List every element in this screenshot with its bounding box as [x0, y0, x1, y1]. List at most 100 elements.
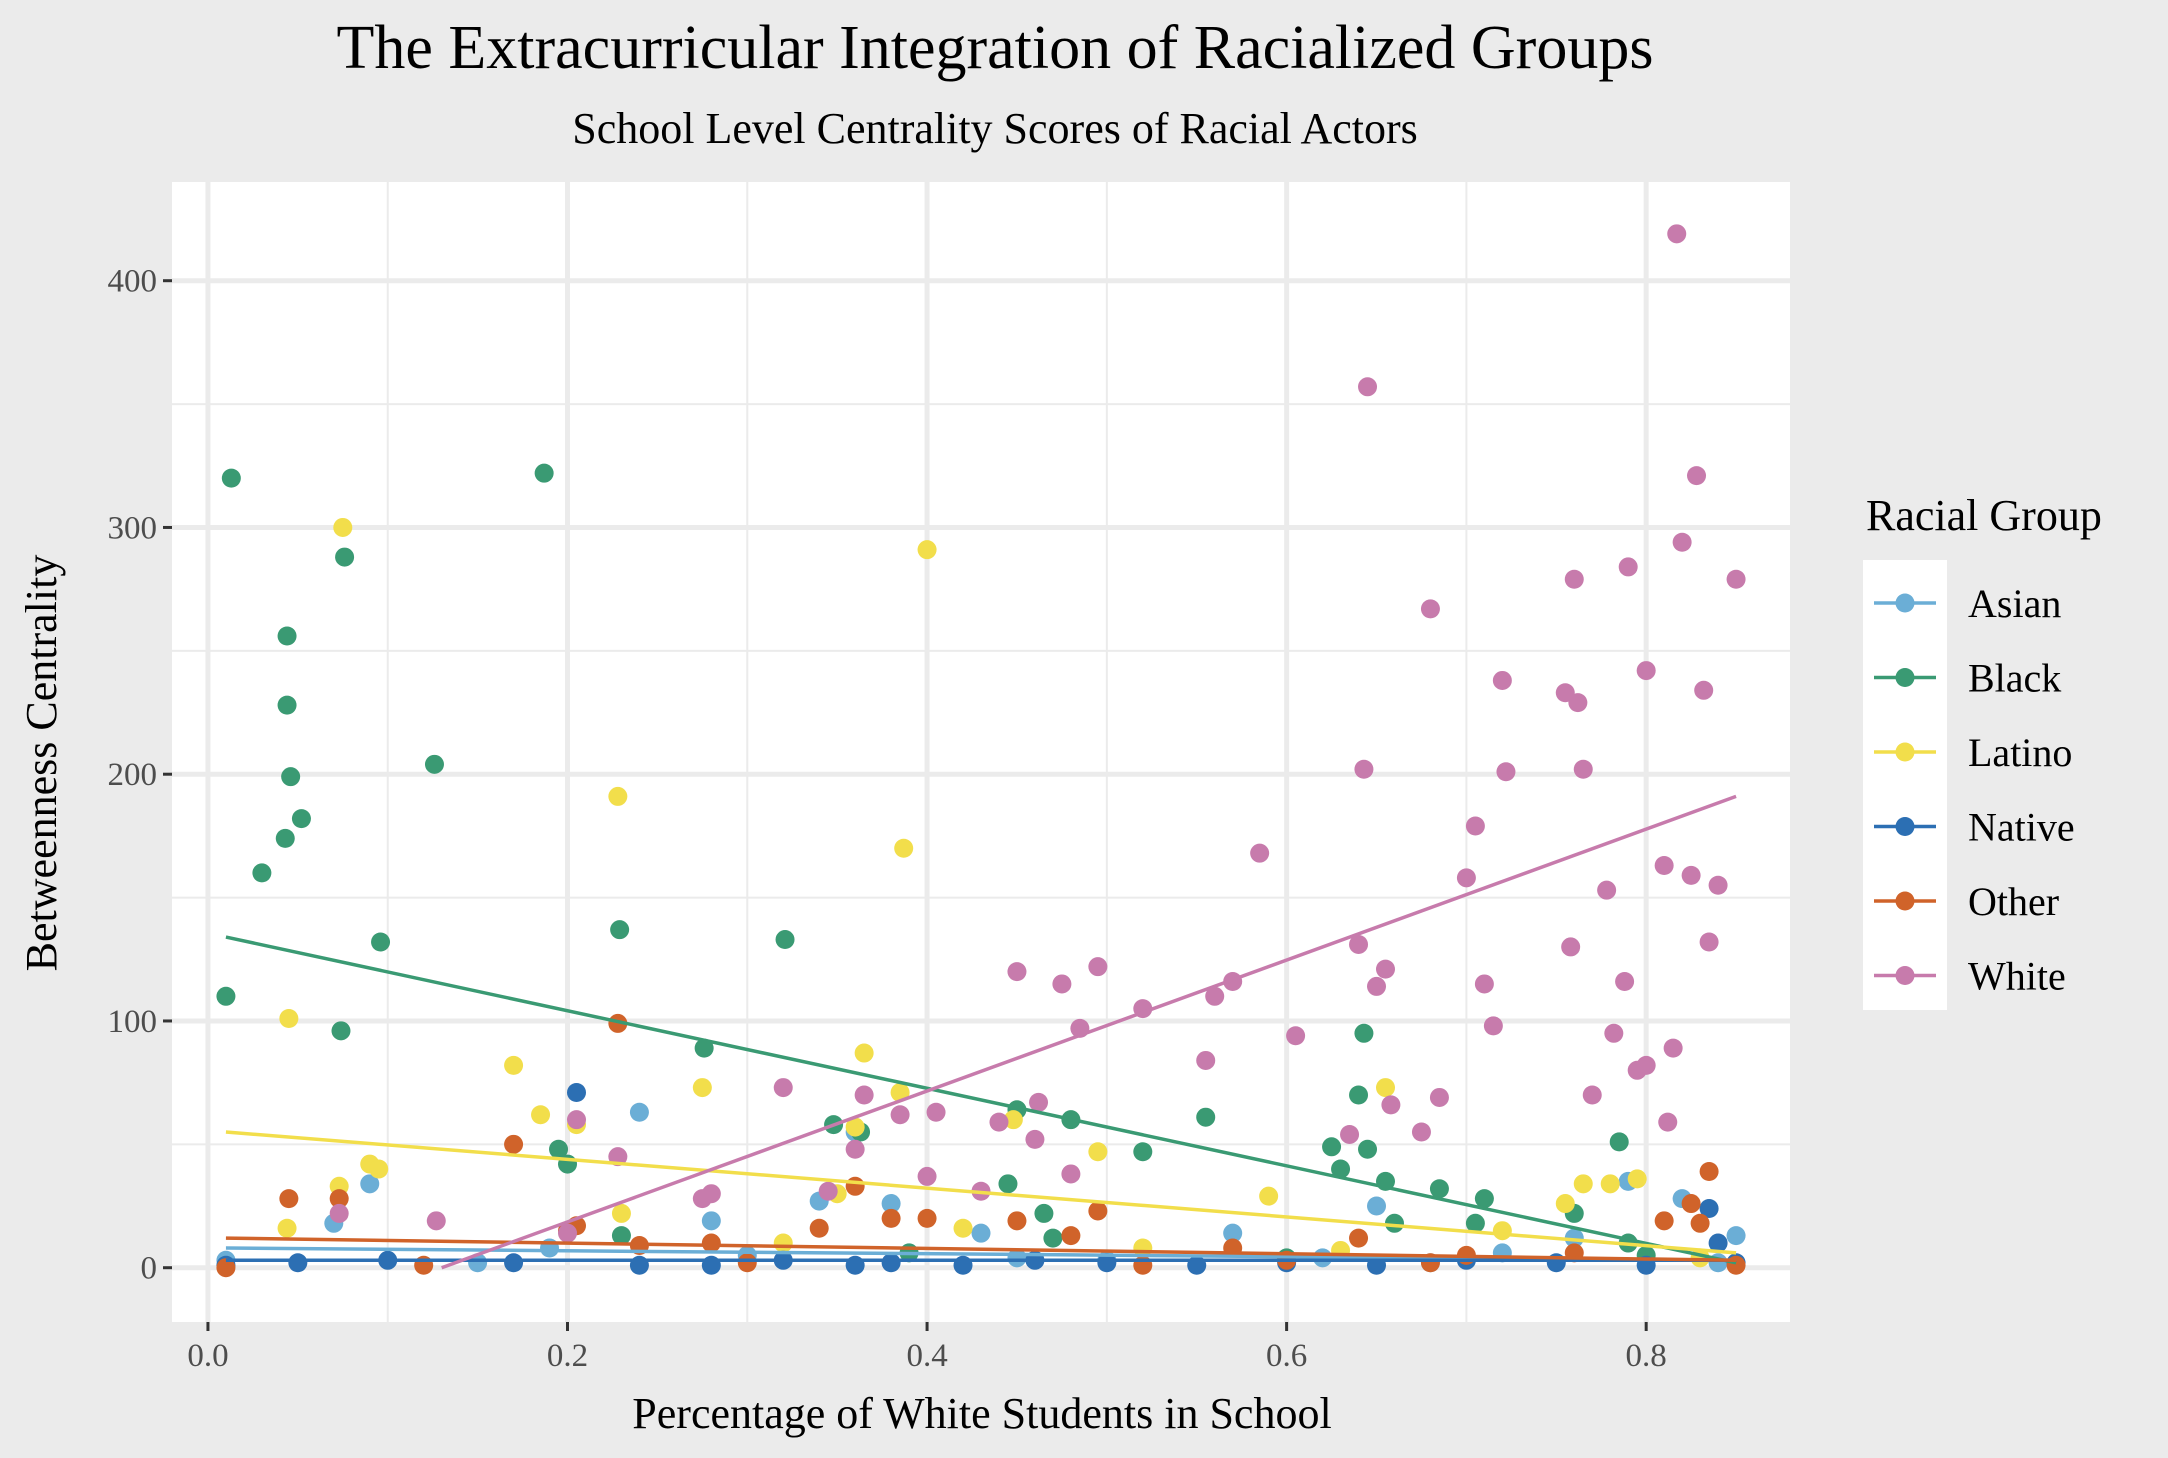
- data-point: [1474, 974, 1494, 994]
- data-point: [1250, 843, 1270, 863]
- data-point: [1561, 937, 1581, 957]
- legend-key-background: [1863, 560, 1947, 1010]
- data-point: [1358, 1139, 1378, 1159]
- data-point: [567, 1083, 586, 1103]
- data-point: [971, 1223, 991, 1243]
- data-point: [1564, 1228, 1584, 1248]
- data-point: [1088, 1201, 1108, 1221]
- data-point: [1474, 1189, 1494, 1209]
- data-point: [890, 1105, 910, 1125]
- legend-label: Latino: [1968, 730, 2072, 775]
- data-points: [216, 224, 1746, 1278]
- data-point: [1097, 1253, 1117, 1273]
- data-point: [1259, 1186, 1279, 1206]
- data-point: [1456, 868, 1476, 888]
- x-tick-label: 0.2: [547, 1338, 588, 1374]
- data-point: [424, 754, 444, 774]
- data-point: [1667, 224, 1687, 244]
- data-point: [221, 468, 241, 488]
- data-point: [369, 1159, 389, 1179]
- data-point: [773, 1233, 793, 1253]
- data-point: [281, 767, 301, 787]
- y-tick-label: 400: [108, 264, 158, 300]
- legend-key-point: [1895, 668, 1915, 687]
- legend-label: Black: [1968, 656, 2061, 701]
- data-point: [333, 517, 353, 537]
- trend-line-latino: [225, 1130, 1737, 1255]
- legend-key-point: [1895, 742, 1915, 762]
- data-point: [1564, 569, 1584, 589]
- data-point: [1672, 532, 1692, 552]
- data-point: [998, 1174, 1018, 1194]
- x-tick-label: 0.0: [187, 1338, 228, 1374]
- data-point: [558, 1223, 578, 1243]
- data-point: [701, 1184, 721, 1204]
- legend-label: White: [1968, 954, 2066, 999]
- plot-panel: [172, 182, 1790, 1322]
- legend-item-other: Other: [1874, 879, 2059, 924]
- data-point: [534, 463, 554, 483]
- grid-lines: [172, 182, 1790, 1322]
- data-point: [1376, 1078, 1395, 1098]
- data-point: [1636, 661, 1656, 681]
- data-point: [1340, 1124, 1360, 1144]
- data-point: [329, 1203, 349, 1223]
- data-point: [288, 1253, 308, 1273]
- data-point: [1349, 1228, 1369, 1248]
- data-point: [845, 1176, 865, 1196]
- data-point: [1354, 759, 1374, 779]
- data-point: [917, 540, 937, 560]
- data-point: [737, 1253, 757, 1273]
- data-point: [1492, 1221, 1512, 1241]
- legend-item-black: Black: [1874, 656, 2061, 701]
- data-point: [1003, 1110, 1023, 1130]
- data-point: [701, 1211, 721, 1231]
- data-point: [1331, 1159, 1351, 1179]
- data-point: [1615, 971, 1635, 991]
- data-point: [1687, 466, 1707, 486]
- data-point: [549, 1139, 569, 1159]
- data-point: [1708, 1233, 1728, 1253]
- data-point: [1654, 1211, 1674, 1231]
- data-point: [1568, 693, 1588, 713]
- data-point: [531, 1105, 551, 1125]
- data-point: [1205, 986, 1225, 1006]
- data-point: [773, 1078, 793, 1098]
- data-point: [1636, 1055, 1656, 1075]
- data-point: [1627, 1169, 1647, 1189]
- data-point: [331, 1021, 351, 1041]
- chart-subtitle: School Level Centrality Scores of Racial…: [572, 104, 1418, 153]
- data-point: [854, 1085, 874, 1105]
- data-point: [1483, 1016, 1503, 1036]
- data-point: [1690, 1213, 1710, 1233]
- data-point: [845, 1117, 865, 1137]
- data-point: [277, 1218, 297, 1238]
- data-point: [1699, 932, 1719, 952]
- y-tick-label: 300: [108, 510, 158, 546]
- trend-line-white: [441, 794, 1737, 1270]
- data-point: [1573, 759, 1593, 779]
- data-point: [926, 1102, 946, 1122]
- data-point: [1354, 1023, 1374, 1043]
- data-point: [854, 1043, 874, 1063]
- data-point: [1367, 976, 1387, 996]
- data-point: [1726, 569, 1746, 589]
- data-point: [504, 1134, 524, 1154]
- legend-label: Other: [1968, 879, 2059, 924]
- data-point: [216, 986, 236, 1006]
- data-point: [1358, 377, 1378, 397]
- y-tick-label: 0: [141, 1251, 158, 1287]
- data-point: [1582, 1085, 1602, 1105]
- x-axis-title: Percentage of White Students in School: [632, 1389, 1331, 1438]
- data-point: [1465, 816, 1485, 836]
- data-point: [775, 930, 795, 950]
- data-point: [1384, 1213, 1404, 1233]
- data-point: [1609, 1132, 1629, 1152]
- data-point: [1007, 962, 1027, 982]
- data-point: [1600, 1174, 1620, 1194]
- data-point: [1088, 957, 1108, 977]
- axes: 0.0 0.2 0.4 0.6 0.8 0 100 200 300 400: [108, 264, 1667, 1374]
- data-point: [1411, 1122, 1431, 1142]
- data-point: [1699, 1198, 1719, 1218]
- trend-line-other: [225, 1236, 1737, 1263]
